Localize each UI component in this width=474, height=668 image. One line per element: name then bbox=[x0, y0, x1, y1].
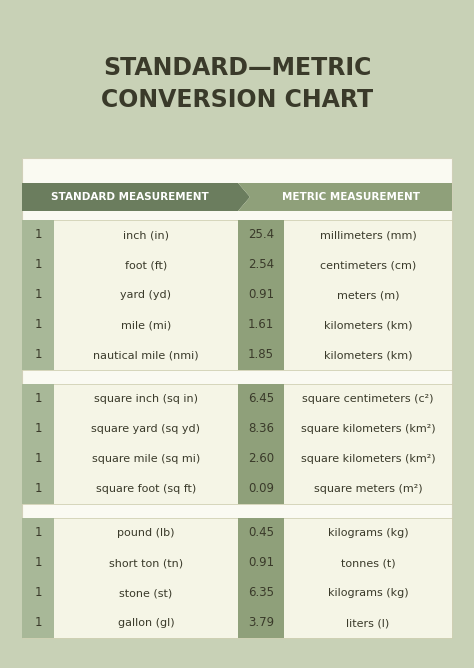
Text: gallon (gl): gallon (gl) bbox=[118, 618, 174, 628]
FancyBboxPatch shape bbox=[22, 384, 452, 504]
Text: METRIC MEASUREMENT: METRIC MEASUREMENT bbox=[282, 192, 420, 202]
Text: 1: 1 bbox=[34, 617, 42, 629]
Text: liters (l): liters (l) bbox=[346, 618, 390, 628]
Text: yard (yd): yard (yd) bbox=[120, 290, 172, 300]
Text: 0.09: 0.09 bbox=[248, 482, 274, 496]
FancyBboxPatch shape bbox=[22, 384, 54, 504]
Text: 25.4: 25.4 bbox=[248, 228, 274, 242]
Text: square mile (sq mi): square mile (sq mi) bbox=[92, 454, 200, 464]
Text: millimeters (mm): millimeters (mm) bbox=[319, 230, 416, 240]
Polygon shape bbox=[22, 183, 250, 211]
Text: mile (mi): mile (mi) bbox=[121, 320, 171, 330]
Text: 1: 1 bbox=[34, 349, 42, 361]
Text: 1: 1 bbox=[34, 482, 42, 496]
Text: 1: 1 bbox=[34, 587, 42, 599]
Text: 1: 1 bbox=[34, 228, 42, 242]
FancyBboxPatch shape bbox=[22, 518, 452, 638]
Text: square meters (m²): square meters (m²) bbox=[314, 484, 422, 494]
Text: STANDARD—METRIC: STANDARD—METRIC bbox=[103, 56, 371, 80]
Text: 1: 1 bbox=[34, 452, 42, 466]
Polygon shape bbox=[238, 183, 452, 211]
Text: 1: 1 bbox=[34, 422, 42, 436]
FancyBboxPatch shape bbox=[238, 220, 284, 370]
FancyBboxPatch shape bbox=[22, 220, 54, 370]
Text: 3.79: 3.79 bbox=[248, 617, 274, 629]
Text: 6.35: 6.35 bbox=[248, 587, 274, 599]
Text: short ton (tn): short ton (tn) bbox=[109, 558, 183, 568]
Text: kilometers (km): kilometers (km) bbox=[324, 320, 412, 330]
Text: 1.61: 1.61 bbox=[248, 319, 274, 331]
FancyBboxPatch shape bbox=[22, 158, 452, 630]
Text: nautical mile (nmi): nautical mile (nmi) bbox=[93, 350, 199, 360]
Text: 1: 1 bbox=[34, 289, 42, 301]
Text: 6.45: 6.45 bbox=[248, 393, 274, 405]
Text: 1: 1 bbox=[34, 556, 42, 570]
Text: 1.85: 1.85 bbox=[248, 349, 274, 361]
Text: CONVERSION CHART: CONVERSION CHART bbox=[101, 88, 373, 112]
Text: pound (lb): pound (lb) bbox=[117, 528, 175, 538]
Text: square kilometers (km²): square kilometers (km²) bbox=[301, 424, 435, 434]
FancyBboxPatch shape bbox=[22, 220, 452, 370]
Text: 8.36: 8.36 bbox=[248, 422, 274, 436]
FancyBboxPatch shape bbox=[238, 518, 284, 638]
Text: kilometers (km): kilometers (km) bbox=[324, 350, 412, 360]
Text: 2.54: 2.54 bbox=[248, 259, 274, 271]
Text: foot (ft): foot (ft) bbox=[125, 260, 167, 270]
Text: 1: 1 bbox=[34, 319, 42, 331]
Text: 0.45: 0.45 bbox=[248, 526, 274, 540]
Text: centimeters (cm): centimeters (cm) bbox=[320, 260, 416, 270]
Text: stone (st): stone (st) bbox=[119, 588, 173, 598]
Text: square yard (sq yd): square yard (sq yd) bbox=[91, 424, 201, 434]
Text: 0.91: 0.91 bbox=[248, 289, 274, 301]
Text: square kilometers (km²): square kilometers (km²) bbox=[301, 454, 435, 464]
Text: 2.60: 2.60 bbox=[248, 452, 274, 466]
Text: kilograms (kg): kilograms (kg) bbox=[328, 528, 408, 538]
Text: tonnes (t): tonnes (t) bbox=[341, 558, 395, 568]
Text: square foot (sq ft): square foot (sq ft) bbox=[96, 484, 196, 494]
Text: square centimeters (c²): square centimeters (c²) bbox=[302, 394, 434, 404]
Text: 1: 1 bbox=[34, 526, 42, 540]
Text: kilograms (kg): kilograms (kg) bbox=[328, 588, 408, 598]
Text: 0.91: 0.91 bbox=[248, 556, 274, 570]
Text: meters (m): meters (m) bbox=[337, 290, 399, 300]
Text: 1: 1 bbox=[34, 259, 42, 271]
Text: inch (in): inch (in) bbox=[123, 230, 169, 240]
Text: square inch (sq in): square inch (sq in) bbox=[94, 394, 198, 404]
Text: STANDARD MEASUREMENT: STANDARD MEASUREMENT bbox=[51, 192, 209, 202]
Text: 1: 1 bbox=[34, 393, 42, 405]
FancyBboxPatch shape bbox=[238, 384, 284, 504]
FancyBboxPatch shape bbox=[22, 518, 54, 638]
